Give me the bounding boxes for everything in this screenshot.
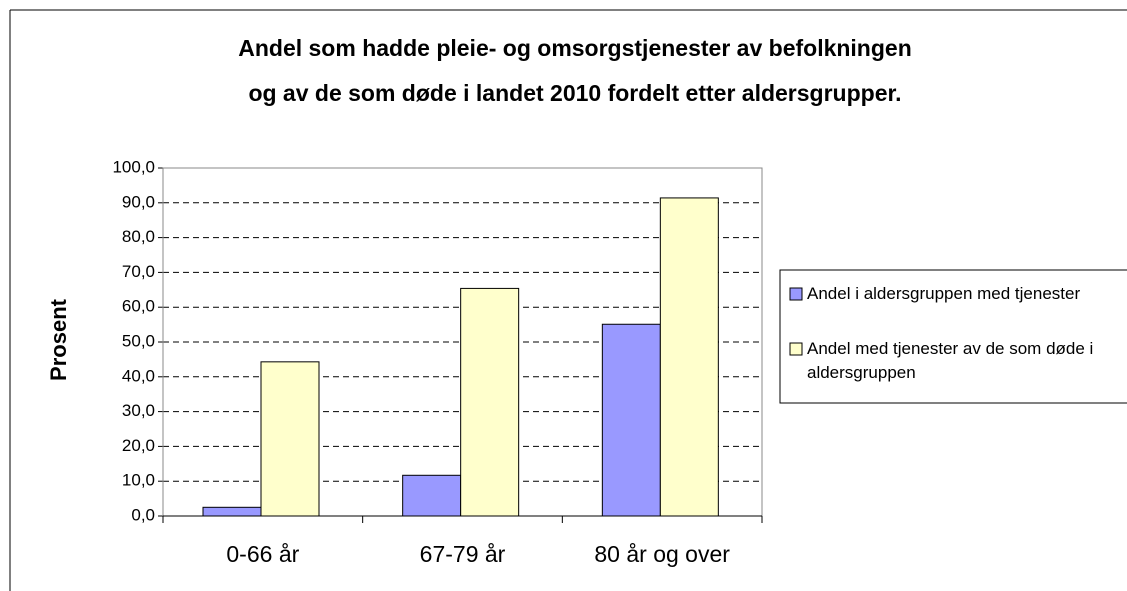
legend-label: Andel med tjenester av de som døde i ald… [807, 339, 1094, 382]
bar [402, 474, 462, 517]
chart-title: Andel som hadde pleie- og omsorgstjenest… [238, 35, 912, 61]
y-tick-label: 50,0 [122, 331, 155, 350]
y-tick-label: 0,0 [131, 505, 155, 524]
x-tick-label: 80 år og over [594, 541, 730, 567]
x-tick-label: 67-79 år [420, 541, 506, 567]
y-tick-label: 10,0 [122, 471, 155, 490]
y-tick-label: 30,0 [122, 401, 155, 420]
y-tick-label: 20,0 [122, 436, 155, 455]
bar [460, 287, 520, 517]
chart-title: og av de som døde i landet 2010 fordelt … [248, 80, 901, 106]
y-tick-label: 100,0 [112, 157, 155, 176]
y-tick-label: 60,0 [122, 297, 155, 316]
legend-swatch [789, 342, 803, 356]
y-tick-label: 90,0 [122, 192, 155, 211]
legend-box [779, 269, 1127, 404]
legend-label: Andel i aldersgruppen med tjenester [807, 284, 1081, 303]
y-tick-label: 70,0 [122, 262, 155, 281]
legend-swatch [789, 287, 803, 301]
bar [260, 361, 320, 517]
bar [202, 506, 262, 517]
bar [659, 197, 719, 517]
y-tick-label: 40,0 [122, 366, 155, 385]
y-axis-label: Prosent [46, 298, 71, 381]
y-tick-label: 80,0 [122, 227, 155, 246]
bar [601, 323, 661, 517]
x-tick-label: 0-66 år [226, 541, 299, 567]
